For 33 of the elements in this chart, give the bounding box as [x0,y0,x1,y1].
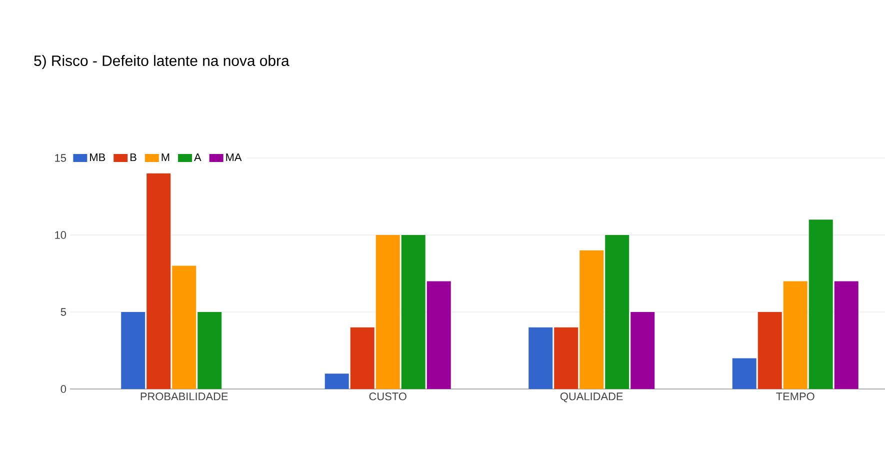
legend-label: MB [90,153,106,162]
x-tick-label: PROBABILIDADE [140,392,228,400]
bar [783,281,808,389]
bar [834,281,858,389]
y-tick-label: 15 [55,154,66,162]
legend-label: A [194,153,202,162]
x-tick-label: TEMPO [776,392,814,400]
x-tick-label: QUALIDADE [560,392,623,402]
y-tick-label: 5 [60,308,66,316]
bar [605,235,630,389]
bar [808,220,833,389]
bar [172,266,196,389]
bar [528,327,553,389]
bar [732,358,756,389]
bar [580,250,604,389]
y-tick-label: 0 [60,385,66,393]
bar [554,327,578,389]
bar [401,235,426,389]
bar [758,312,782,389]
bar [324,374,349,389]
bar [121,312,146,389]
bar [198,312,222,389]
bar [146,173,171,389]
legend-label: B [130,153,136,162]
legend-label: M [162,153,170,162]
bar [350,327,374,389]
bar [630,312,655,389]
bar [426,281,451,389]
x-tick-label: CUSTO [369,392,406,400]
legend-label: MA [226,153,242,162]
bar [376,235,400,389]
chart-title: 5) Risco - Defeito latente na nova obra [34,55,290,69]
y-tick-label: 10 [55,231,66,239]
